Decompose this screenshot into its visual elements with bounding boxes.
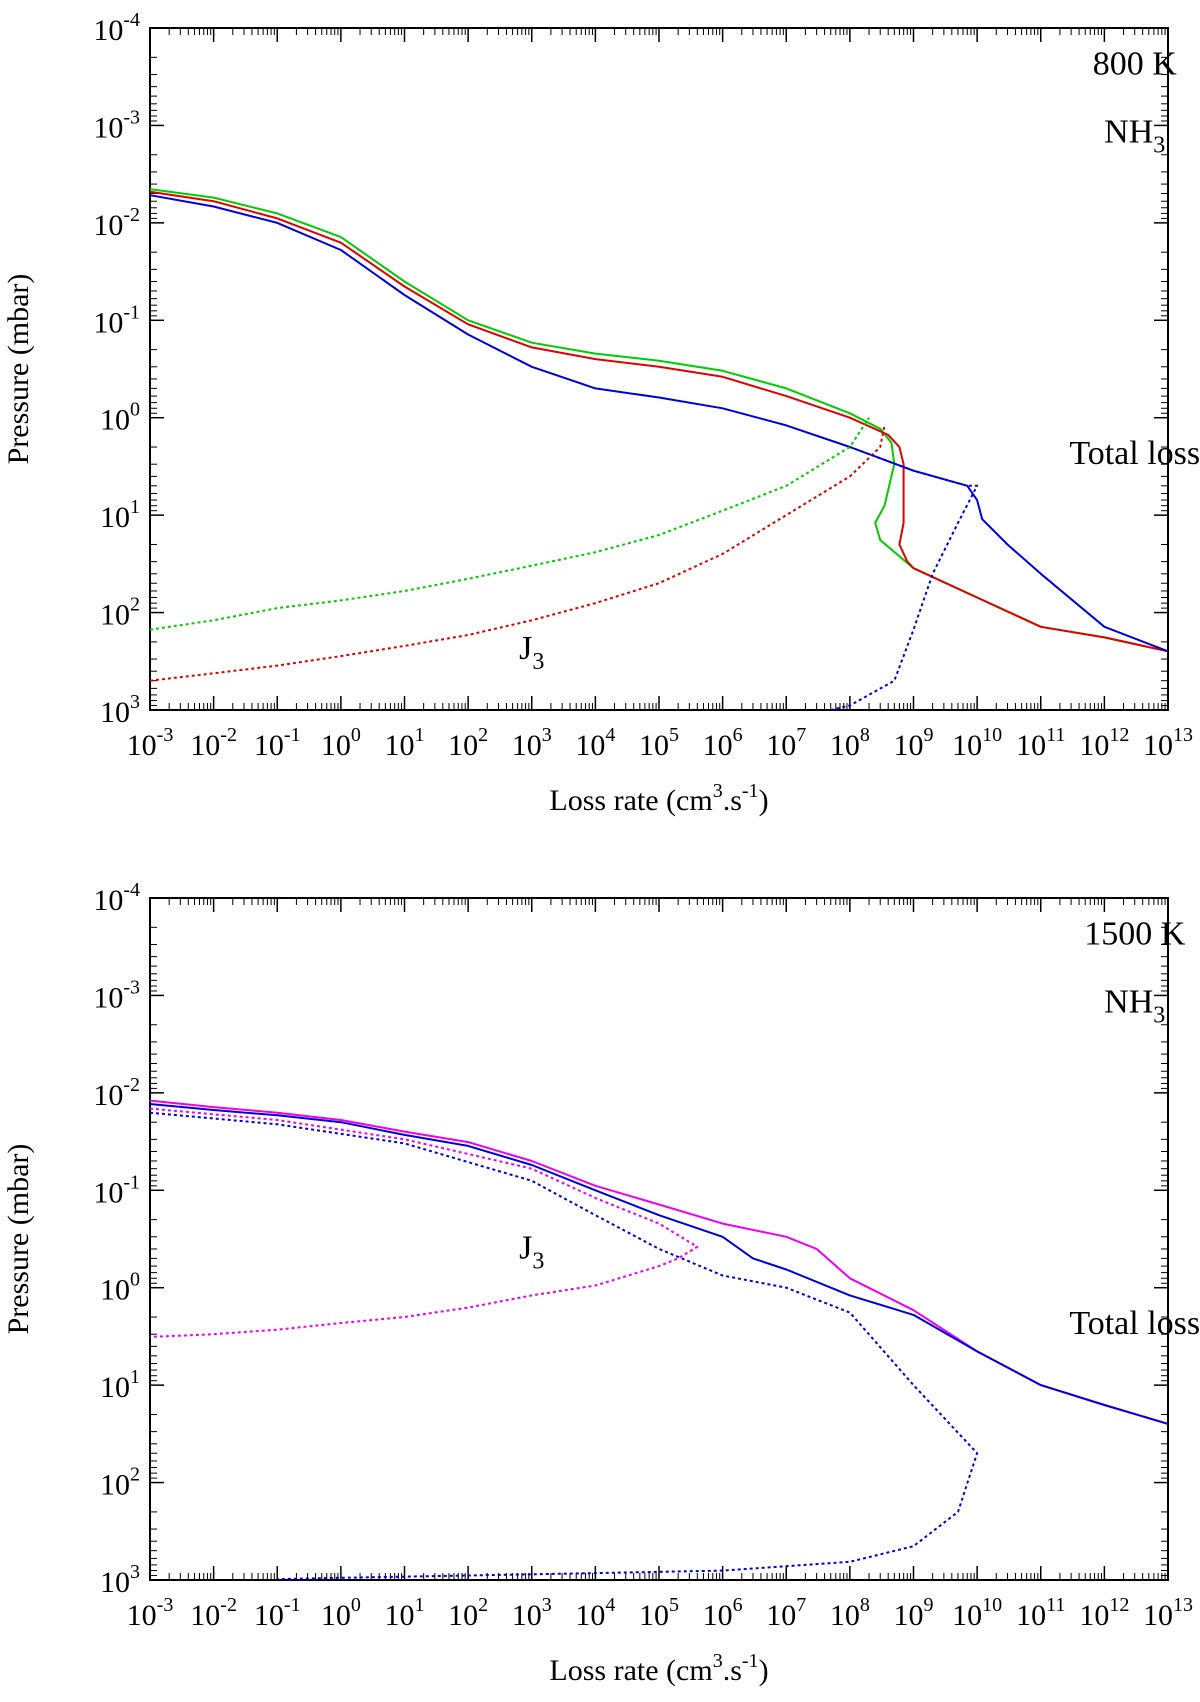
x-tick-label: 101 bbox=[385, 1594, 425, 1632]
y-tick-label: 102 bbox=[100, 1464, 140, 1502]
chart-panel-1: 10-3 10-2 10-1 100 101 102 103 104 105 106 107 108 1… bbox=[2, 9, 1200, 817]
series-line-1 bbox=[149, 188, 1169, 653]
series-line-4 bbox=[149, 417, 870, 631]
x-tick-label: 10-2 bbox=[190, 1594, 237, 1632]
x-tick-label: 104 bbox=[575, 1594, 615, 1632]
x-tick-label: 107 bbox=[766, 724, 806, 762]
y-tick-label: 10-2 bbox=[93, 1074, 140, 1112]
x-tick-label: 1012 bbox=[1079, 1594, 1129, 1632]
y-tick-label: 10-1 bbox=[93, 1171, 140, 1209]
series-line-6 bbox=[830, 446, 979, 711]
x-tick-label: 10-1 bbox=[254, 724, 301, 762]
annotation-4: J3 bbox=[519, 630, 544, 675]
x-tick-label: 10-3 bbox=[127, 1594, 174, 1632]
y-tick-label: 102 bbox=[100, 594, 140, 632]
y-tick-label: 101 bbox=[100, 496, 140, 534]
x-tick-label: 108 bbox=[830, 724, 870, 762]
x-tick-label: 10-3 bbox=[127, 724, 174, 762]
series-line-1 bbox=[149, 1099, 1169, 1425]
x-tick-label: 1011 bbox=[1016, 1594, 1065, 1632]
y-tick-label: 10-2 bbox=[93, 204, 140, 242]
x-tick-label: 100 bbox=[321, 1594, 361, 1632]
x-tick-label: 108 bbox=[830, 1594, 870, 1632]
y-tick-label: 10-4 bbox=[93, 879, 140, 917]
series-line-2 bbox=[149, 1103, 1169, 1425]
series-line-3 bbox=[149, 1107, 699, 1338]
annotation-4: J3 bbox=[519, 1229, 544, 1274]
x-tick-label: 102 bbox=[448, 1594, 488, 1632]
x-tick-label: 102 bbox=[448, 724, 488, 762]
x-tick-label: 106 bbox=[703, 1594, 743, 1632]
annotation-1: 1500 K bbox=[1084, 915, 1186, 952]
x-tick-label: 103 bbox=[512, 1594, 552, 1632]
x-tick-label: 1010 bbox=[952, 1594, 1002, 1632]
annotation-2: NH3 bbox=[1104, 114, 1165, 159]
x-tick-label: 103 bbox=[512, 724, 552, 762]
x-axis-title: Loss rate (cm3.s-1) bbox=[549, 1650, 768, 1687]
series-line-5 bbox=[149, 425, 886, 682]
annotation-2: NH3 bbox=[1104, 984, 1165, 1029]
y-tick-label: 103 bbox=[100, 691, 140, 729]
plot-frame bbox=[149, 897, 1169, 1581]
y-tick-label: 100 bbox=[100, 399, 140, 437]
annotation-3: Total loss bbox=[1069, 435, 1200, 472]
x-tick-label: 1013 bbox=[1143, 1594, 1193, 1632]
annotation-3: Total loss bbox=[1069, 1305, 1200, 1342]
x-tick-label: 109 bbox=[894, 724, 934, 762]
y-tick-label: 10-1 bbox=[93, 301, 140, 339]
x-tick-label: 105 bbox=[639, 724, 679, 762]
x-tick-label: 105 bbox=[639, 1594, 679, 1632]
y-tick-label: 103 bbox=[100, 1561, 140, 1599]
chart-panel-2: 10-3 10-2 10-1 100 101 102 103 104 105 106 107 108 1… bbox=[2, 879, 1200, 1687]
series-line-4 bbox=[149, 1111, 979, 1581]
x-tick-label: 106 bbox=[703, 724, 743, 762]
y-axis-title: Pressure (mbar) bbox=[2, 274, 35, 465]
x-tick-label: 10-1 bbox=[254, 1594, 301, 1632]
y-tick-label: 10-4 bbox=[93, 9, 140, 47]
y-tick-label: 101 bbox=[100, 1366, 140, 1404]
x-axis-title: Loss rate (cm3.s-1) bbox=[549, 780, 768, 817]
series-line-2 bbox=[149, 190, 1169, 653]
x-tick-label: 1012 bbox=[1079, 724, 1129, 762]
annotation-1: 800 K bbox=[1093, 45, 1178, 82]
y-tick-label: 10-3 bbox=[93, 106, 140, 144]
y-tick-label: 10-3 bbox=[93, 976, 140, 1014]
plot-frame bbox=[149, 27, 1169, 711]
x-tick-label: 101 bbox=[385, 724, 425, 762]
x-tick-label: 10-2 bbox=[190, 724, 237, 762]
x-tick-label: 1010 bbox=[952, 724, 1002, 762]
x-tick-label: 107 bbox=[766, 1594, 806, 1632]
x-tick-label: 1013 bbox=[1143, 724, 1193, 762]
y-axis-title: Pressure (mbar) bbox=[2, 1144, 35, 1335]
x-tick-label: 109 bbox=[894, 1594, 934, 1632]
x-tick-label: 100 bbox=[321, 724, 361, 762]
series-line-3 bbox=[149, 194, 1169, 653]
x-tick-label: 1011 bbox=[1016, 724, 1065, 762]
y-tick-label: 100 bbox=[100, 1269, 140, 1307]
x-tick-label: 104 bbox=[575, 724, 615, 762]
